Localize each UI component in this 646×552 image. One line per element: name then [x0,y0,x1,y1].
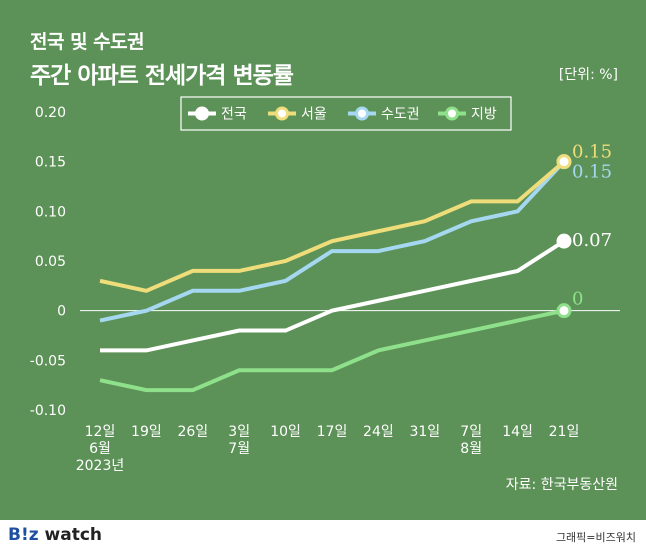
legend-swatch-marker [445,106,459,121]
legend-label: 지방 [471,107,497,123]
y-tick-label: -0.10 [30,403,66,419]
series-line-0 [100,239,566,353]
y-tick-label: 0 [57,304,66,320]
x-tick-label: 21일 [549,424,580,440]
x-tick-label: 17일 [317,424,348,440]
source-note: 자료: 한국부동산원 [505,477,618,493]
x-tick-label: 14일 [502,424,533,440]
series-end-marker [556,154,572,170]
series-line-3 [99,308,565,393]
x-tick-label: 24일 [363,424,394,440]
x-tick-label: 7일 [460,424,482,440]
series-line-1 [99,160,566,293]
y-tick-label: 0.05 [35,254,66,270]
legend-swatch-marker [195,106,209,121]
x-tick-label: 26일 [177,424,208,440]
x-tick-label: 10일 [270,424,301,440]
x-tick-label: 12일 [85,424,116,440]
legend-label: 수도권 [381,107,420,123]
series-end-label: 0.15 [572,142,612,163]
y-tick-label: 0.20 [35,105,66,121]
legend-swatch-marker [275,106,289,121]
legend-label: 전국 [221,107,247,123]
series-end-label: 0.07 [572,230,612,251]
y-tick-label: 0.15 [35,155,66,171]
footer-bar: B!z watch 그래픽=비즈워치 [0,520,646,552]
bizwatch-logo: B!z watch [8,525,103,545]
x-tick-label: 2023년 [76,458,125,474]
graphic-credit: 그래픽=비즈워치 [555,531,636,544]
series-end-label: 0 [572,289,583,310]
x-tick-label: 7월 [228,441,250,457]
chart-title: 주간 아파트 전세가격 변동률 [30,63,294,89]
x-tick-label: 31일 [409,424,440,440]
unit-label: [단위: %] [558,67,618,83]
y-tick-label: 0.10 [35,204,66,220]
x-tick-label: 8월 [460,441,482,457]
series-end-label: 0.15 [572,162,612,183]
series-end-marker [556,303,572,319]
x-tick-label: 6월 [89,441,111,457]
x-tick-label: 19일 [131,424,162,440]
y-tick-label: -0.05 [30,353,66,369]
x-tick-label: 3일 [228,424,250,440]
series-line-2 [99,160,566,323]
title-line-1: 전국 및 수도권 [30,31,145,53]
legend-label: 서울 [301,107,327,123]
series-end-marker [556,233,572,249]
legend-swatch-marker [355,106,369,121]
